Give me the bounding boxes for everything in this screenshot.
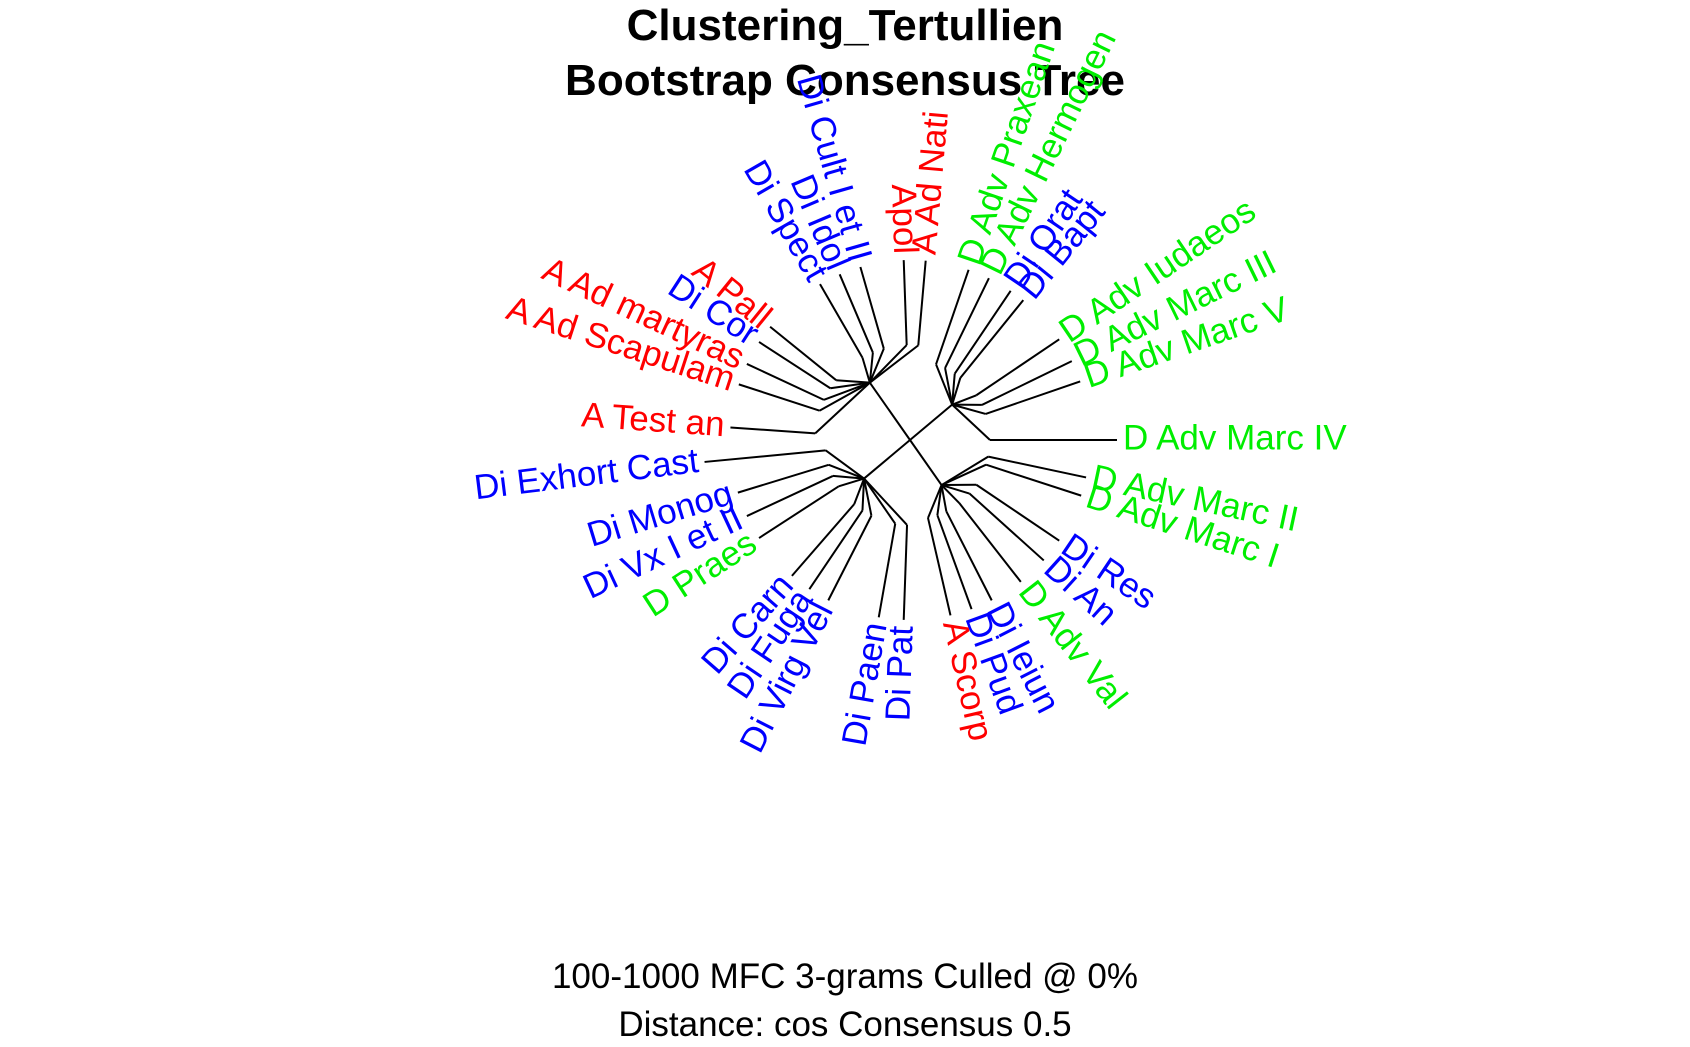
leaf-edge xyxy=(730,427,815,433)
branch-edge xyxy=(952,395,976,404)
leaf-edge xyxy=(976,485,1059,541)
leaf-edge xyxy=(928,518,950,615)
cluster-edge-top-left xyxy=(870,383,910,440)
leaf-edge xyxy=(986,381,1081,414)
leaf-edge xyxy=(988,457,1086,478)
leaf-edge xyxy=(936,270,969,365)
leaf-edge xyxy=(879,524,895,618)
leaf-label: Apol xyxy=(884,183,925,254)
leaf-edge xyxy=(739,384,820,410)
branch-edge xyxy=(826,450,864,478)
leaf-edge xyxy=(840,274,873,352)
leaf-label: D Adv Marc IV xyxy=(1123,418,1347,457)
cluster-edge-bottom-left xyxy=(864,440,910,479)
leaf-edge xyxy=(960,300,1023,378)
branch-edge xyxy=(945,368,952,405)
leaf-label: A Test an xyxy=(580,395,726,444)
branch-edge xyxy=(839,479,864,487)
leaf-edge xyxy=(969,494,1043,561)
leaf-edge xyxy=(860,267,883,349)
cluster-edge-bottom-right xyxy=(910,440,942,485)
leaf-edge xyxy=(904,260,907,345)
leaf-edge xyxy=(747,364,824,400)
leaf-edge xyxy=(747,476,833,516)
leaf-edge xyxy=(986,465,1081,496)
leaf-edge xyxy=(705,450,826,462)
leaf-edge xyxy=(820,284,863,358)
leaf-edge xyxy=(738,465,829,493)
leaf-edge xyxy=(759,342,830,388)
branch-edge xyxy=(863,358,870,383)
branch-edge xyxy=(870,345,907,383)
leaf-edge xyxy=(959,503,1021,582)
leaf-edge xyxy=(918,261,925,346)
leaf-label: Di Pat xyxy=(878,625,920,722)
branch-edge xyxy=(942,465,987,485)
leaf-edge xyxy=(759,486,839,538)
leaf-edge xyxy=(792,504,854,576)
chart-caption-line-1: 100-1000 MFC 3-grams Culled @ 0% xyxy=(0,955,1690,999)
branch-edge xyxy=(836,380,870,382)
leaf-edge xyxy=(770,327,836,380)
branch-edge xyxy=(936,364,952,404)
cluster-edge-top-right xyxy=(910,405,952,440)
chart-caption-line-2: Distance: cos Consensus 0.5 xyxy=(0,1003,1690,1047)
leaf-edge xyxy=(904,525,907,620)
